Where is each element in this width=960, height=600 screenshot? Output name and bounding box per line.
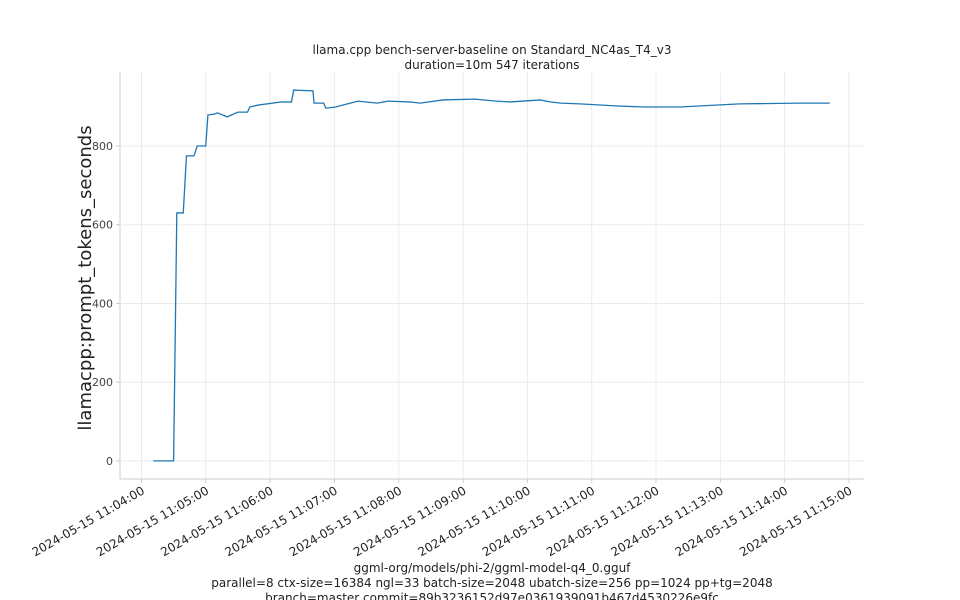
y-tick-label: 200 bbox=[92, 376, 113, 389]
x-tick-label: 2024-05-15 11:05:00 bbox=[94, 483, 211, 559]
y-tick-label: 0 bbox=[106, 455, 113, 468]
chart-title: llama.cpp bench-server-baseline on Stand… bbox=[313, 43, 672, 57]
x-tick-label: 2024-05-15 11:10:00 bbox=[415, 483, 532, 559]
y-tick-label: 600 bbox=[92, 219, 113, 232]
x-tick-label: 2024-05-15 11:09:00 bbox=[351, 483, 468, 559]
x-tick-label: 2024-05-15 11:14:00 bbox=[673, 483, 790, 559]
x-tick-label: 2024-05-15 11:06:00 bbox=[158, 483, 275, 559]
y-axis-label: llamacpp:prompt_tokens_seconds bbox=[75, 125, 96, 430]
x-tick-label: 2024-05-15 11:07:00 bbox=[223, 483, 340, 559]
chart-subtitle: duration=10m 547 iterations bbox=[405, 58, 580, 72]
x-tick-label: 2024-05-15 11:12:00 bbox=[544, 483, 661, 559]
x-axis-label: ggml-org/models/phi-2/ggml-model-q4_0.gg… bbox=[354, 561, 632, 575]
x-tick-label: 2024-05-15 11:08:00 bbox=[287, 483, 404, 559]
x-tick-label: 2024-05-15 11:15:00 bbox=[737, 483, 854, 559]
y-tick-label: 400 bbox=[92, 297, 113, 310]
x-axis-label: branch=master commit=89b3236152d97e03619… bbox=[265, 591, 719, 600]
x-axis-label: parallel=8 ctx-size=16384 ngl=33 batch-s… bbox=[211, 576, 772, 590]
x-tick-label: 2024-05-15 11:04:00 bbox=[30, 483, 147, 559]
x-tick-label: 2024-05-15 11:11:00 bbox=[480, 483, 597, 559]
y-tick-label: 800 bbox=[92, 140, 113, 153]
x-tick-label: 2024-05-15 11:13:00 bbox=[608, 483, 725, 559]
data-line bbox=[153, 89, 830, 462]
